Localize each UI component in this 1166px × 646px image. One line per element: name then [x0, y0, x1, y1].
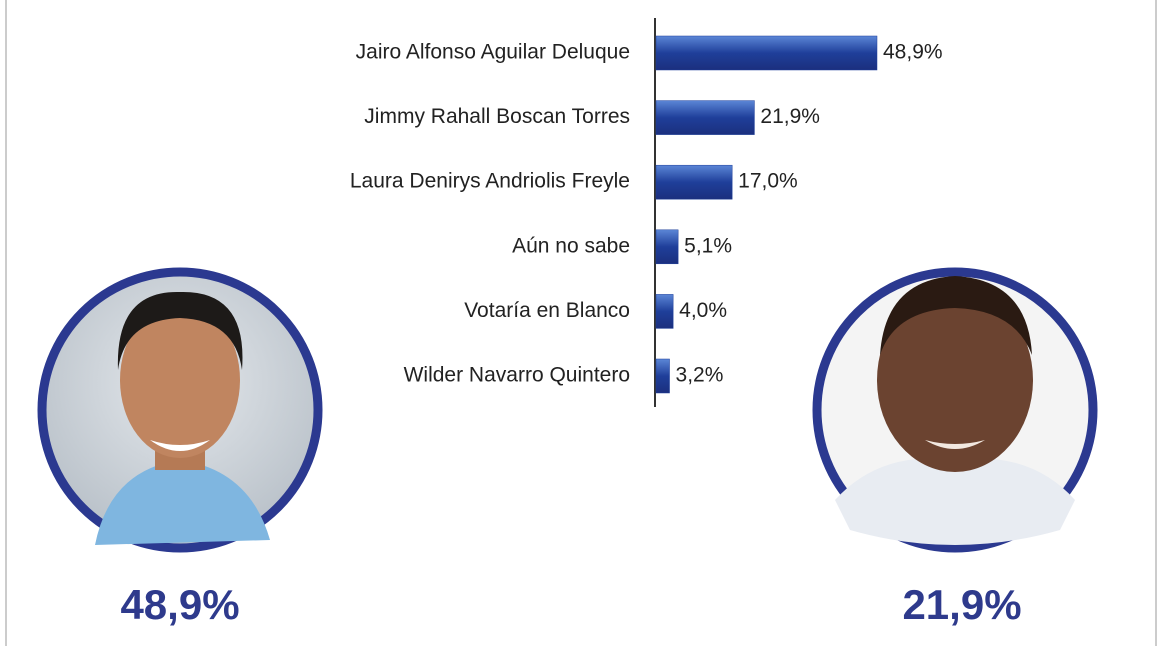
photo-left	[37, 267, 323, 553]
bar	[655, 35, 878, 71]
photo-right	[812, 267, 1098, 553]
category-label: Jimmy Rahall Boscan Torres	[364, 105, 630, 128]
category-label: Jairo Alfonso Aguilar Deluque	[356, 41, 630, 64]
category-label: Aún no sabe	[512, 234, 630, 257]
value-label: 17,0%	[738, 170, 798, 193]
bar	[655, 358, 670, 394]
value-label: 21,9%	[760, 105, 820, 128]
bar	[655, 164, 733, 200]
value-label: 48,9%	[883, 41, 943, 64]
highlight-value: 21,9%	[902, 581, 1021, 628]
value-label: 3,2%	[676, 364, 724, 387]
bar	[655, 294, 674, 329]
bar	[655, 229, 679, 265]
bar	[655, 100, 755, 135]
value-label: 5,1%	[684, 234, 732, 257]
highlight-value: 48,9%	[120, 581, 239, 628]
category-label: Votaría en Blanco	[464, 299, 630, 322]
category-label: Wilder Navarro Quintero	[404, 364, 630, 387]
category-label: Laura Denirys Andriolis Freyle	[350, 170, 630, 193]
value-label: 4,0%	[679, 299, 727, 322]
